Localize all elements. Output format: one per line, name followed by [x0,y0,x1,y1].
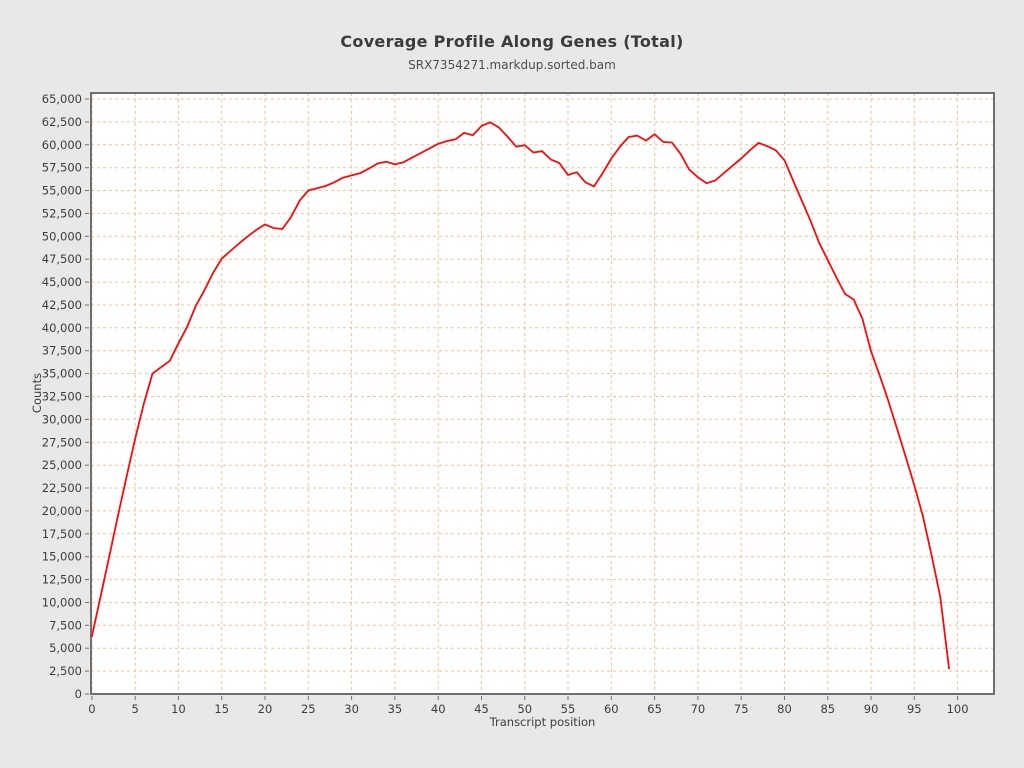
y-tick-label: 25,000 [42,458,82,472]
x-tick-label: 45 [474,702,489,716]
x-tick-label: 30 [344,702,359,716]
x-tick-label: 80 [777,702,792,716]
y-tick-label: 22,500 [42,481,82,495]
x-tick-label: 5 [132,702,139,716]
x-tick-label: 75 [734,702,749,716]
y-tick-label: 5,000 [49,641,82,655]
y-tick-label: 45,000 [42,275,82,289]
y-tick-label: 47,500 [42,252,82,266]
y-tick-label: 7,500 [49,618,82,632]
y-tick-label: 50,000 [42,229,82,243]
y-axis-title: Counts [30,372,44,414]
x-tick-label: 100 [947,702,969,716]
y-tick-label: 60,000 [42,138,82,152]
x-tick-label: 50 [517,702,532,716]
y-tick-label: 32,500 [42,390,82,404]
y-tick-label: 62,500 [42,115,82,129]
x-tick-label: 0 [88,702,95,716]
y-tick-label: 15,000 [42,550,82,564]
y-tick-label: 40,000 [42,321,82,335]
chart-subtitle: SRX7354271.markdup.sorted.bam [408,58,616,72]
y-tick-label: 17,500 [42,527,82,541]
x-tick-label: 65 [647,702,662,716]
x-tick-label: 40 [431,702,446,716]
x-tick-label: 90 [864,702,879,716]
x-tick-label: 15 [214,702,229,716]
y-tick-label: 0 [75,687,82,701]
y-tick-label: 12,500 [42,573,82,587]
x-tick-label: 95 [907,702,922,716]
x-axis-title: Transcript position [489,715,596,729]
x-tick-label: 20 [258,702,273,716]
y-tick-label: 65,000 [42,92,82,106]
y-tick-label: 52,500 [42,206,82,220]
chart-title: Coverage Profile Along Genes (Total) [340,32,684,51]
y-tick-label: 20,000 [42,504,82,518]
x-tick-label: 60 [604,702,619,716]
plot-border [90,92,995,695]
y-tick-label: 27,500 [42,435,82,449]
y-tick-label: 30,000 [42,412,82,426]
x-tick-label: 85 [820,702,835,716]
plot-area [91,93,994,694]
x-tick-label: 35 [388,702,403,716]
y-tick-label: 37,500 [42,344,82,358]
x-tick-label: 25 [301,702,316,716]
y-tick-label: 55,000 [42,184,82,198]
y-tick-label: 57,500 [42,161,82,175]
coverage-series-line [91,121,950,670]
x-tick-label: 55 [561,702,576,716]
coverage-chart-canvas: 0 5 10 15 20 25 30 35 40 45 50 55 60 65 70 75 80 85 90 95 10… [42,92,995,716]
y-tick-label: 2,500 [49,664,82,678]
x-tick-label: 10 [171,702,186,716]
x-tick-label: 70 [691,702,706,716]
y-tick-label: 35,000 [42,367,82,381]
y-tick-label: 42,500 [42,298,82,312]
y-tick-label: 10,000 [42,596,82,610]
